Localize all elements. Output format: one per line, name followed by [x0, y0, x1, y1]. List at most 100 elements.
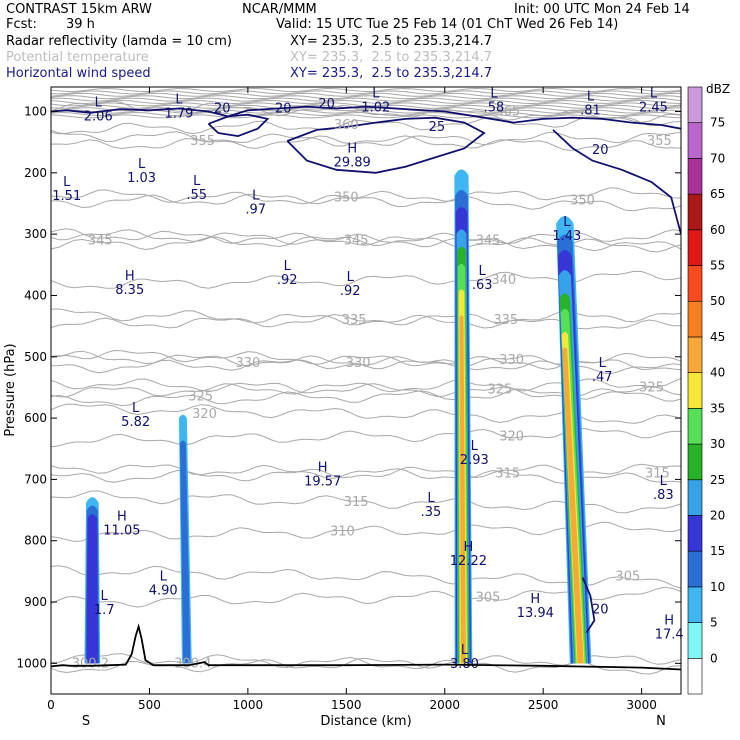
- x-axis-label: Distance (km): [320, 714, 411, 729]
- extremum-type: L: [427, 491, 435, 506]
- theta-contour: [51, 129, 681, 152]
- x-tick-label: 500: [138, 698, 161, 712]
- wind-label: 25: [429, 120, 446, 135]
- wind-label: 20: [275, 101, 292, 116]
- extremum-value: .55: [186, 188, 207, 203]
- extremum-value: 1.02: [361, 100, 390, 115]
- colorbar-swatch: [687, 300, 703, 338]
- extremum-type: L: [63, 175, 71, 190]
- theta-label: 350: [334, 190, 359, 205]
- extremum-type: L: [175, 92, 183, 107]
- colorbar-swatch: [687, 408, 703, 445]
- extremum-value: .83: [653, 488, 674, 503]
- theta-label: 315: [344, 495, 369, 510]
- field-2-xy: XY= 235.3, 2.5 to 235.3,214.7: [290, 50, 493, 65]
- wind-label: 20: [592, 602, 609, 617]
- colorbar-label: 10: [710, 580, 725, 594]
- extremum-type: L: [372, 86, 380, 101]
- colorbar-swatch: [687, 586, 703, 623]
- wind-label: 20: [592, 143, 609, 158]
- extremum-value: 2.45: [639, 100, 668, 115]
- theta-contour-band: [51, 87, 681, 93]
- colorbar-swatch: [687, 229, 703, 266]
- extremum-type: L: [252, 189, 260, 204]
- extremum-type: L: [490, 86, 498, 101]
- colorbar-label: 40: [710, 366, 725, 380]
- wind-contour: [286, 116, 486, 174]
- theta-contour: [51, 189, 681, 212]
- y-axis-label: Pressure (hPa): [3, 343, 18, 436]
- colorbar-swatch: [687, 265, 703, 302]
- extremum-type: H: [664, 614, 674, 629]
- extremum-value: 19.57: [304, 474, 341, 489]
- theta-label: 365: [495, 105, 520, 120]
- theta-contour-band: [51, 92, 681, 97]
- theta-contour: [51, 521, 681, 543]
- theta-label: 355: [647, 134, 672, 149]
- theta-label: 325: [487, 382, 512, 397]
- theta-label: 330: [346, 356, 371, 371]
- wind-label: 20: [214, 101, 231, 116]
- reflectivity-cell-10dbz: [179, 440, 191, 664]
- extremum-value: .81: [580, 103, 601, 118]
- y-tick-label: 500: [24, 350, 47, 364]
- extremum-type: L: [132, 401, 140, 416]
- extremum-type: L: [599, 356, 607, 371]
- colorbar-label: 50: [710, 294, 725, 308]
- extremum-type: L: [563, 215, 571, 230]
- theta-label: 330: [235, 356, 260, 371]
- colorbar-swatch: [687, 479, 703, 516]
- theta-label: 315: [495, 466, 520, 481]
- x-tick-label: 1500: [331, 698, 362, 712]
- x-tick-label: 1000: [233, 698, 264, 712]
- theta-contour-band: [51, 97, 681, 102]
- theta-contour-band: [51, 95, 681, 100]
- y-tick-label: 100: [24, 105, 47, 119]
- extremum-value: 13.94: [517, 606, 554, 621]
- extremum-value: .58: [484, 100, 505, 115]
- valid-time: Valid: 15 UTC Tue 25 Feb 14 (01 ChT Wed …: [276, 17, 619, 32]
- extremum-type: H: [318, 460, 328, 475]
- x-tick-label: 3000: [626, 698, 657, 712]
- field-3-xy: XY= 235.3, 2.5 to 235.3,214.7: [290, 66, 493, 81]
- colorbar-unit: dBZ: [706, 82, 730, 96]
- colorbar-swatch: [687, 550, 703, 588]
- model-title: CONTRAST 15km ARW: [6, 2, 152, 17]
- theta-contour: [51, 187, 681, 209]
- y-tick-label: 700: [24, 472, 47, 486]
- theta-contour: [51, 386, 681, 407]
- extremum-type: L: [138, 157, 146, 172]
- colorbar-label: 15: [710, 544, 725, 558]
- theta-label: 335: [493, 313, 518, 328]
- theta-label: 335: [342, 313, 367, 328]
- extremum-value: .92: [277, 273, 298, 288]
- field-1-name: Radar reflectivity (lamda = 10 cm): [6, 34, 232, 49]
- theta-label: 355: [190, 134, 215, 149]
- colorbar-label: 55: [710, 259, 725, 273]
- x-tick-label: 2000: [429, 698, 460, 712]
- plot-frame: [50, 86, 682, 695]
- theta-contour-band: [51, 114, 681, 119]
- extremum-value: 11.05: [103, 523, 140, 538]
- colorbar-swatch: [687, 372, 703, 409]
- theta-label: 345: [344, 233, 369, 248]
- extremum-value: 12.22: [450, 554, 487, 569]
- theta-label: 320: [499, 429, 524, 444]
- colorbar-swatch: [687, 158, 703, 195]
- extremum-value: 2.06: [84, 109, 113, 124]
- extremum-value: 1.79: [164, 106, 193, 121]
- theta-contour-band: [51, 90, 681, 95]
- north-label: N: [656, 714, 666, 729]
- colorbar-label: 45: [710, 330, 725, 344]
- field-2-name: Potential temperature: [6, 50, 149, 65]
- extremum-type: H: [347, 141, 357, 156]
- theta-label: 325: [639, 380, 664, 395]
- extremum-value: .35: [421, 505, 442, 520]
- extremum-type: H: [125, 269, 135, 284]
- theta-contour: [51, 131, 681, 150]
- extremum-value: 1.03: [127, 171, 156, 186]
- theta-label: 305: [615, 569, 640, 584]
- colorbar-swatch: [687, 622, 703, 659]
- theta-contour-band: [51, 99, 681, 105]
